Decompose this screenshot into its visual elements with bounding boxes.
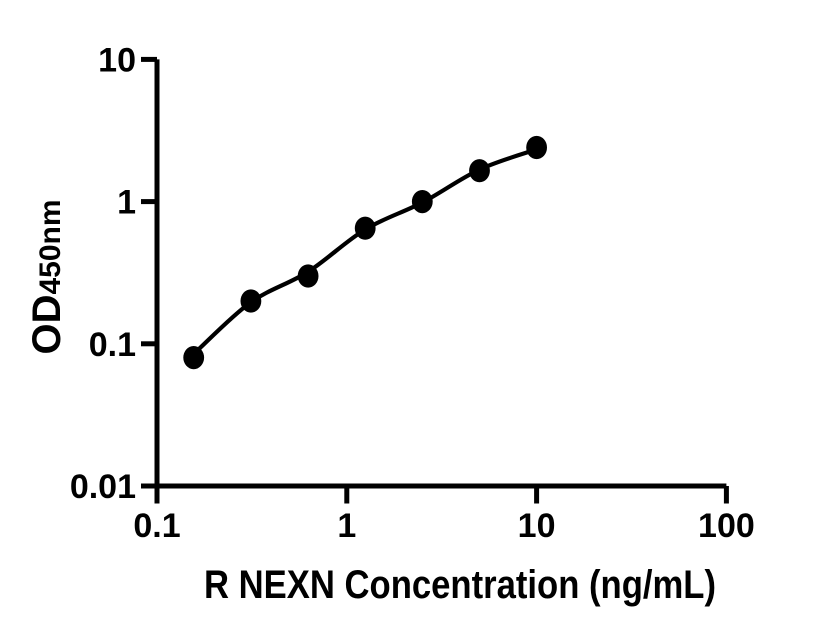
data-point-marker [183,346,205,370]
data-point-marker [469,159,490,183]
plot-area [183,135,547,370]
x-tick-label: 1 [337,507,356,545]
x-tick-label: 0.1 [133,507,180,545]
data-point-marker [297,264,319,288]
y-tick-label: 0.01 [70,468,136,506]
data-point-marker [354,216,376,240]
data-point-marker [526,135,547,160]
x-tick-label: 10 [518,507,556,545]
y-axis-title-main: OD [25,295,69,355]
axis-frame [154,59,727,489]
y-tick-label: 1 [117,184,136,222]
y-axis-title: OD450nm [25,199,69,354]
data-point-marker [240,289,262,313]
x-tick-label: 100 [698,507,755,545]
y-axis-title-sub: 450nm [34,199,67,294]
axes [141,56,729,504]
data-point-marker [411,190,433,214]
x-axis-title: R NEXN Concentration (ng/mL) [204,563,716,607]
y-tick-label: 0.1 [89,326,136,364]
y-tick-label: 10 [98,41,136,79]
